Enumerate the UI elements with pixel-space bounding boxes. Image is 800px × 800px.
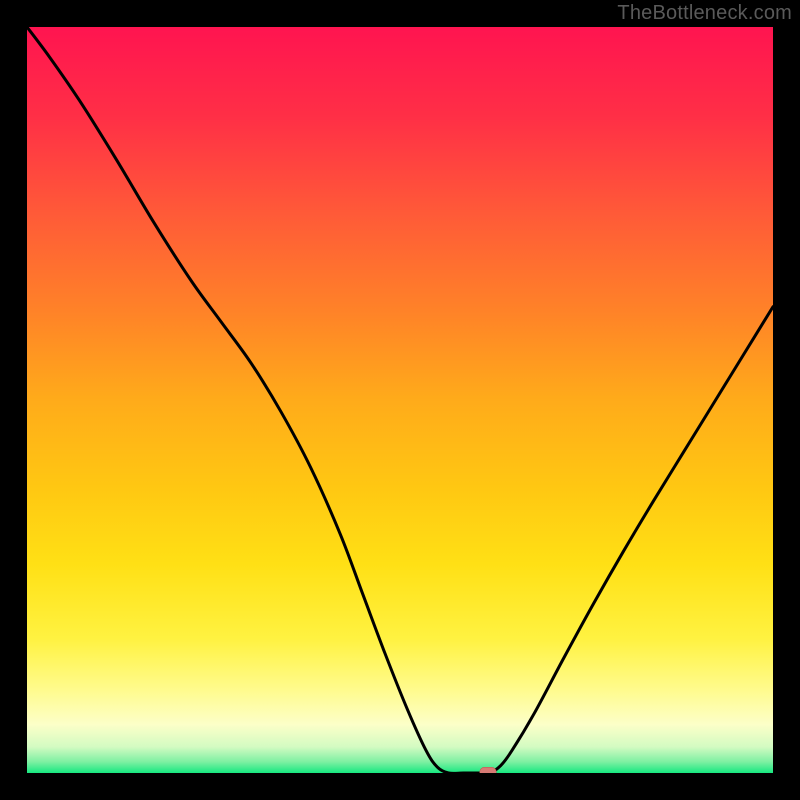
watermark-text: TheBottleneck.com — [617, 2, 792, 25]
optimum-marker — [480, 767, 497, 773]
curve-path — [27, 27, 773, 773]
bottleneck-curve — [27, 27, 773, 773]
plot-area — [27, 27, 773, 773]
